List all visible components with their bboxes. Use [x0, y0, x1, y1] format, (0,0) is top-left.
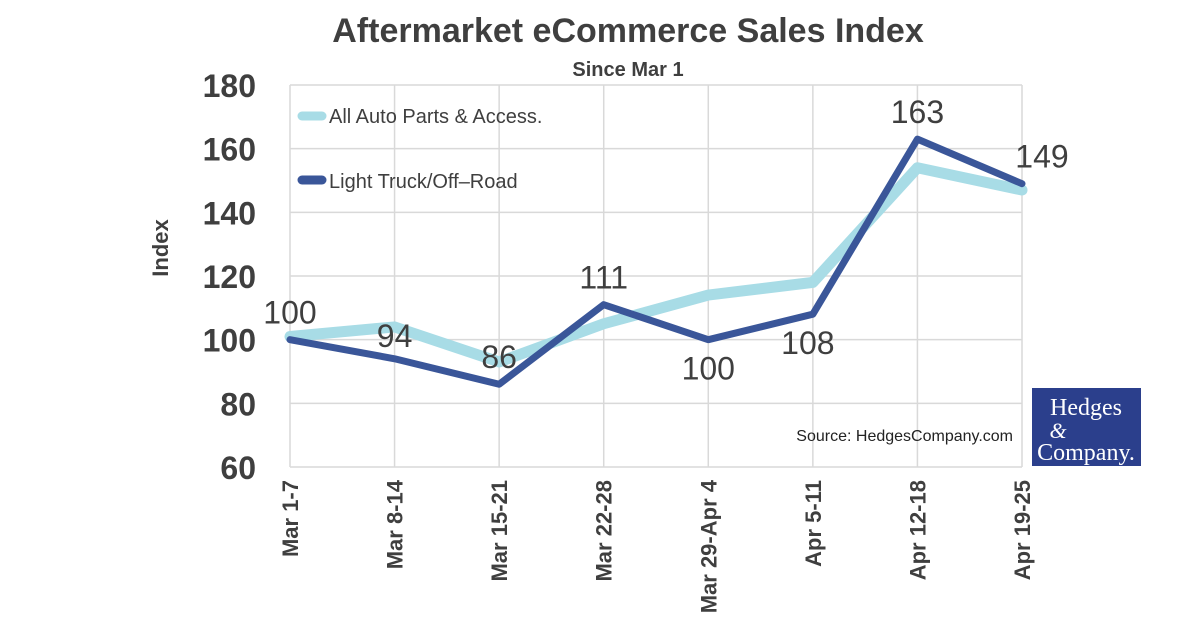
- data-point-all-auto-parts-access-6: [916, 167, 918, 169]
- legend-label-all-auto-parts: All Auto Parts & Access.: [329, 106, 542, 128]
- y-tick-160: 160: [203, 132, 256, 168]
- data-point-all-auto-parts-access-3: [603, 323, 605, 325]
- x-tick-mar-22-28: Mar 22-28: [592, 480, 617, 582]
- x-tick-apr-12-18: Apr 12-18: [905, 480, 930, 580]
- y-tick-100: 100: [203, 323, 256, 359]
- source-note: Source: HedgesCompany.com: [796, 428, 1013, 445]
- data-label-2: 86: [481, 339, 517, 375]
- series-line-all-auto-parts-access: [284, 162, 1028, 368]
- data-label-3: 111: [579, 260, 628, 296]
- x-tick-labels: Mar 1-7 Mar 8-14 Mar 15-21 Mar 22-28 Mar 29-…: [278, 479, 1035, 613]
- y-tick-80: 80: [220, 386, 256, 422]
- logo-line-3: Company.: [1037, 440, 1135, 466]
- series-line-light-truck-off-road: [286, 135, 1026, 388]
- data-labels: 100 94 86 111 100 108 163 149: [263, 94, 1068, 387]
- y-tick-180: 180: [203, 68, 256, 104]
- series-lines: [284, 135, 1028, 388]
- data-label-1: 94: [377, 318, 413, 354]
- data-label-7: 149: [1015, 139, 1068, 175]
- data-point-light-truck-off-road-5: [812, 313, 814, 315]
- x-tick-mar-15-21: Mar 15-21: [487, 480, 512, 582]
- data-label-0: 100: [263, 295, 316, 331]
- data-point-light-truck-off-road-7: [1021, 183, 1023, 185]
- legend-label-light-truck: Light Truck/Off–Road: [329, 171, 518, 193]
- y-tick-labels: 60 80 100 120 140 160 180: [203, 68, 256, 486]
- data-point-light-truck-off-road-2: [498, 383, 500, 385]
- logo-line-1: Hedges: [1050, 395, 1122, 421]
- x-tick-mar-29-apr-4: Mar 29-Apr 4: [696, 479, 721, 613]
- data-label-6: 163: [891, 94, 944, 130]
- x-tick-mar-1-7: Mar 1-7: [278, 480, 303, 557]
- legend: All Auto Parts & Access. Light Truck/Off…: [297, 106, 542, 193]
- data-point-light-truck-off-road-0: [289, 339, 291, 341]
- y-tick-60: 60: [220, 450, 256, 486]
- y-tick-140: 140: [203, 195, 256, 231]
- data-point-light-truck-off-road-4: [707, 339, 709, 341]
- data-label-4: 100: [682, 351, 735, 387]
- data-point-light-truck-off-road-3: [603, 304, 605, 306]
- data-point-all-auto-parts-access-2: [498, 361, 500, 363]
- data-point-all-auto-parts-access-1: [394, 326, 396, 328]
- data-point-all-auto-parts-access-5: [812, 281, 814, 283]
- logo-line-2: &: [1049, 418, 1067, 443]
- x-tick-apr-19-25: Apr 19-25: [1010, 480, 1035, 580]
- y-tick-120: 120: [203, 259, 256, 295]
- chart-title: Aftermarket eCommerce Sales Index: [332, 12, 924, 50]
- y-axis-label: Index: [148, 219, 173, 277]
- hedges-company-logo: Hedges & Company.: [1032, 388, 1141, 466]
- data-label-5: 108: [781, 325, 834, 361]
- chart-subtitle: Since Mar 1: [572, 59, 683, 81]
- data-point-all-auto-parts-access-4: [707, 294, 709, 296]
- data-point-light-truck-off-road-6: [916, 138, 918, 140]
- x-tick-mar-8-14: Mar 8-14: [383, 479, 408, 569]
- x-tick-apr-5-11: Apr 5-11: [801, 480, 826, 567]
- data-point-all-auto-parts-access-7: [1021, 189, 1023, 191]
- data-point-light-truck-off-road-1: [394, 358, 396, 360]
